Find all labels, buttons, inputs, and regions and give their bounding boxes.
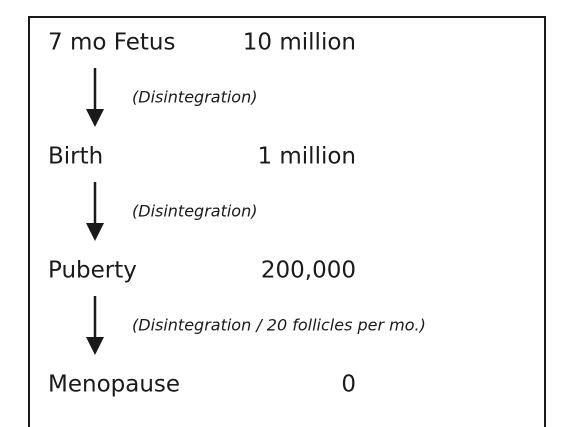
arrow-head (86, 109, 104, 127)
frame (28, 16, 546, 427)
stage-count: 200,000 (261, 258, 356, 284)
arrow-head (86, 223, 104, 241)
transition-label: (Disintegration) (132, 88, 257, 107)
transition-label: (Disintegration) (132, 202, 257, 221)
stage-count: 1 million (257, 144, 356, 170)
stage-label: Menopause (48, 372, 180, 398)
stage-label: Birth (48, 144, 103, 170)
arrow-head (86, 337, 104, 355)
stage-count: 10 million (243, 30, 356, 56)
content: 7 mo Fetus 10 million Birth 1 million Pubert… (48, 30, 426, 398)
stage-count: 0 (341, 372, 356, 398)
stage-label: 7 mo Fetus (48, 30, 175, 56)
transition-label: (Disintegration / 20 follicles per mo.) (132, 316, 426, 335)
stage-label: Puberty (48, 258, 137, 284)
